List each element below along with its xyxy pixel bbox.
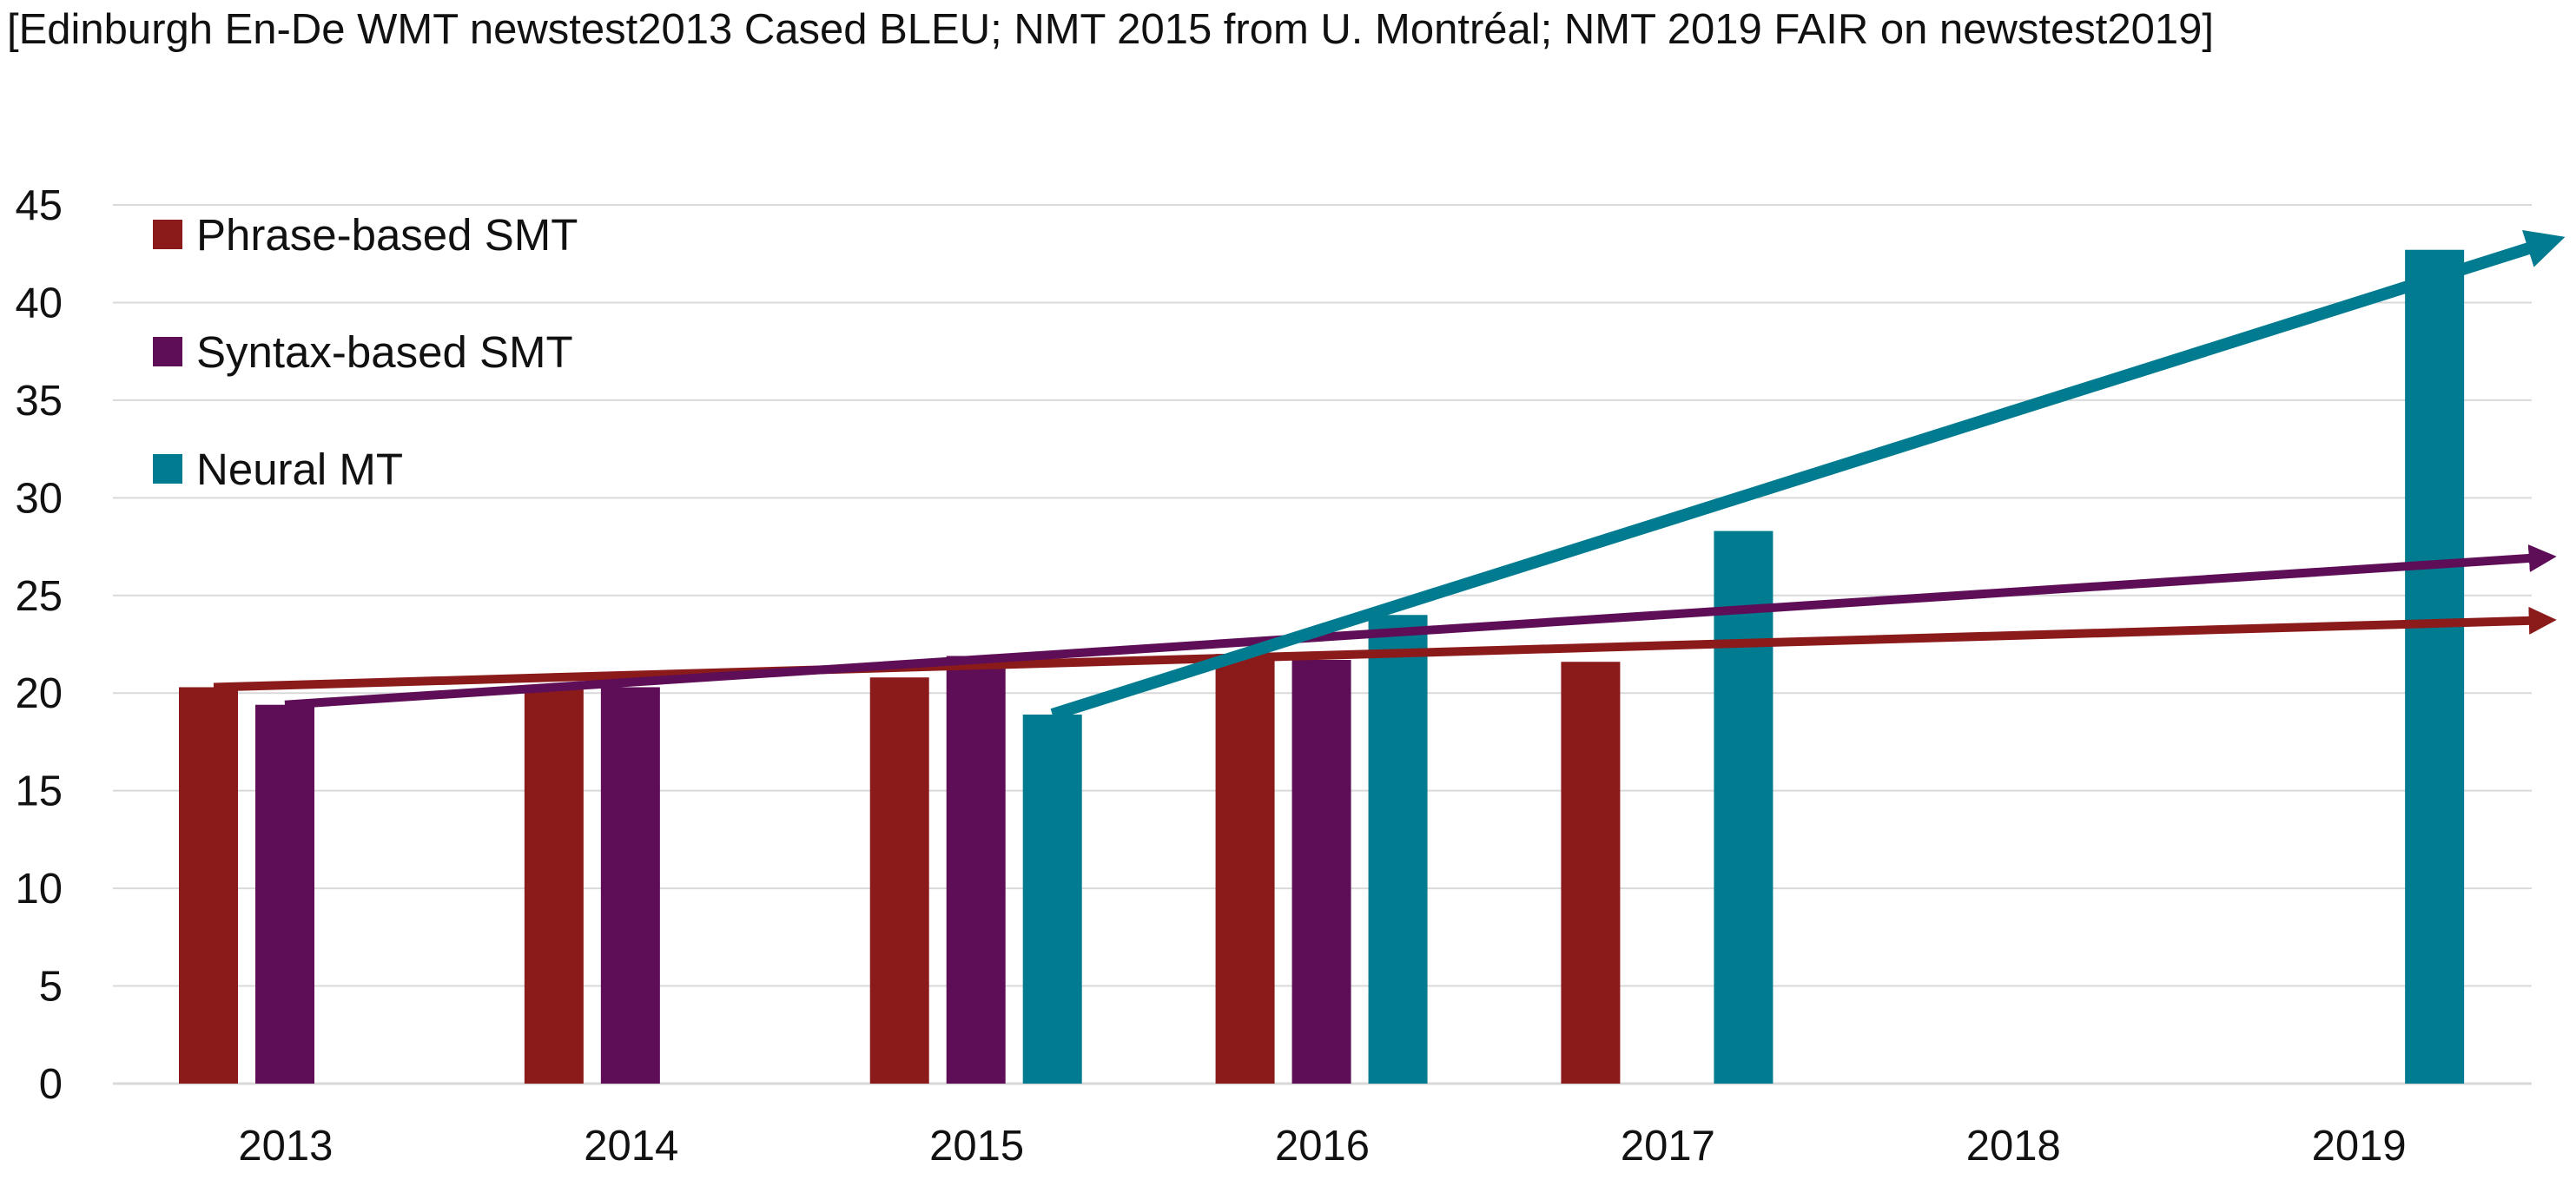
legend-swatch (153, 454, 182, 484)
trend-arrows (213, 229, 2566, 721)
bar-neural-mt-2019 (2405, 249, 2465, 1084)
bar-phrase-based-smt-2016 (1215, 654, 1275, 1084)
x-tick-label: 2017 (1621, 1123, 1715, 1170)
bar-syntax-based-smt-2013 (255, 704, 314, 1084)
bars (179, 249, 2465, 1084)
trend-arrow-syntax-based-smt (284, 544, 2557, 709)
legend-swatch (153, 220, 182, 249)
y-tick-label: 40 (15, 280, 63, 326)
y-tick-label: 5 (39, 964, 63, 1011)
y-tick-label: 10 (15, 866, 63, 913)
legend-item-syntax-based-smt: Syntax-based SMT (153, 327, 573, 377)
bar-syntax-based-smt-2014 (600, 687, 660, 1084)
x-tick-label: 2013 (238, 1123, 333, 1170)
legend-label: Syntax-based SMT (196, 327, 573, 377)
trend-arrow-neural-mt (1050, 229, 2566, 721)
y-tick-label: 20 (15, 670, 63, 717)
y-tick-label: 30 (15, 475, 63, 522)
legend: Phrase-based SMT Syntax-based SMT Neural M… (153, 210, 578, 494)
bar-phrase-based-smt-2017 (1561, 662, 1621, 1084)
legend-swatch (153, 337, 182, 366)
y-axis-ticks: 0 5 10 15 20 25 30 35 40 45 (15, 182, 63, 1108)
bar-neural-mt-2017 (1714, 531, 1773, 1084)
y-tick-label: 0 (39, 1061, 63, 1108)
bar-syntax-based-smt-2015 (946, 656, 1006, 1084)
chart-title: [Edinburgh En-De WMT newstest2013 Cased … (7, 6, 2215, 53)
trend-arrow-phrase-based-smt (213, 606, 2557, 692)
x-tick-label: 2018 (1966, 1123, 2061, 1170)
x-tick-label: 2016 (1275, 1123, 1370, 1170)
bar-phrase-based-smt-2015 (869, 677, 929, 1084)
bar-phrase-based-smt-2013 (179, 687, 238, 1084)
y-tick-label: 45 (15, 182, 63, 229)
x-tick-label: 2014 (584, 1123, 678, 1170)
legend-item-neural-mt: Neural MT (153, 445, 403, 494)
legend-label: Neural MT (196, 445, 403, 494)
x-axis-ticks: 2013 2014 2015 2016 2017 2018 2019 (238, 1123, 2406, 1170)
y-tick-label: 15 (15, 768, 63, 815)
legend-label: Phrase-based SMT (196, 210, 578, 260)
bar-neural-mt-2016 (1368, 615, 1428, 1084)
x-tick-label: 2015 (929, 1123, 1024, 1170)
x-tick-label: 2019 (2312, 1123, 2407, 1170)
bar-neural-mt-2015 (1022, 714, 1082, 1084)
bar-phrase-based-smt-2014 (524, 687, 584, 1084)
y-tick-label: 25 (15, 573, 63, 620)
legend-item-phrase-based-smt: Phrase-based SMT (153, 210, 578, 260)
y-tick-label: 35 (15, 378, 63, 425)
bar-syntax-based-smt-2016 (1291, 659, 1351, 1084)
